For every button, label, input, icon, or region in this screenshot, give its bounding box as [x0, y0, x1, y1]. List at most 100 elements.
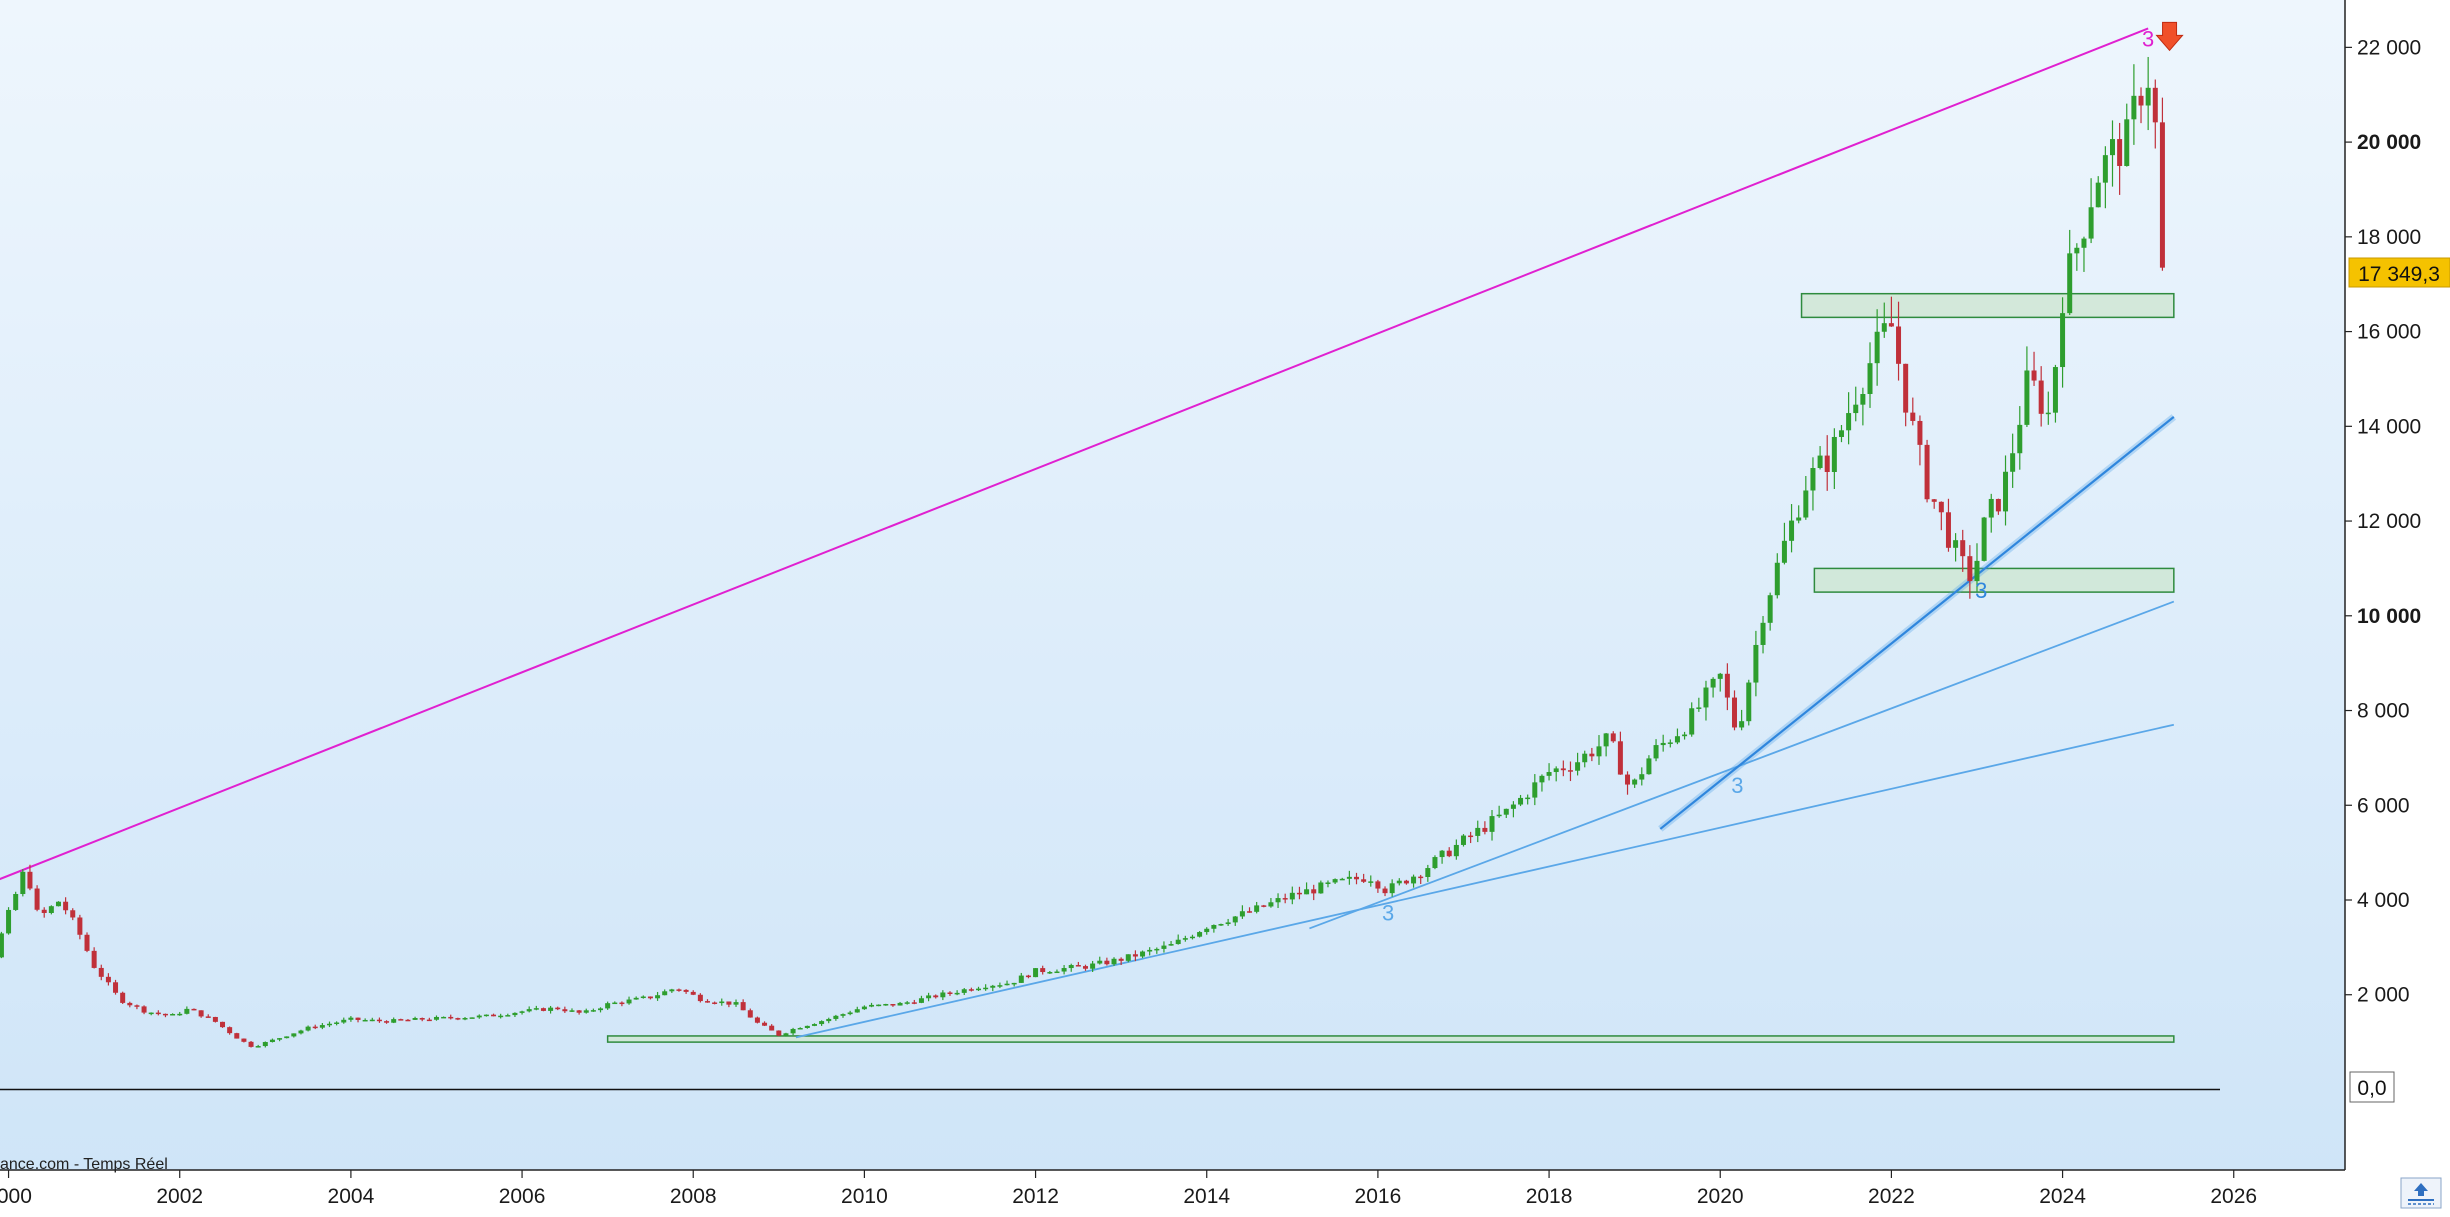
- candle-up: [277, 1038, 283, 1040]
- candle-up: [961, 989, 967, 993]
- candle-down: [98, 967, 104, 977]
- x-tick-label: 2012: [1012, 1185, 1059, 1208]
- candle-up: [1175, 939, 1181, 945]
- candle-up: [990, 985, 996, 988]
- candle-down: [419, 1018, 425, 1020]
- candle-up: [1639, 774, 1645, 780]
- candle-up: [605, 1003, 611, 1009]
- candle-up: [1004, 983, 1010, 986]
- candle-down: [426, 1019, 432, 1022]
- candle-up: [1653, 745, 1659, 759]
- candle-down: [1560, 768, 1566, 771]
- candle-down: [683, 989, 689, 992]
- candle-down: [911, 1002, 917, 1004]
- y-ticks-layer: 22 000 20 000 18 000 16 000 14 000 12 000 10 0…: [2345, 36, 2421, 1007]
- candle-up: [904, 1002, 910, 1004]
- zero-badge: [2349, 1071, 2395, 1103]
- candle-down: [63, 901, 69, 911]
- candle-down: [1025, 975, 1031, 978]
- candles-layer: [0, 56, 2165, 1048]
- annotations-layer: 3 3 3 3: [1382, 21, 2184, 926]
- candle-up: [1553, 768, 1559, 773]
- candle-down: [1903, 363, 1909, 413]
- candle-up: [1810, 468, 1816, 491]
- candle-down: [697, 994, 703, 1002]
- candle-down: [2031, 370, 2037, 381]
- candle-up: [1838, 430, 1844, 437]
- candle-down: [1567, 770, 1573, 772]
- zero-label: 0,0: [2357, 1077, 2386, 1100]
- candle-down: [1104, 960, 1110, 965]
- candle-up: [334, 1022, 340, 1024]
- resistance-pattern-label: 3: [2142, 26, 2154, 51]
- candle-up: [1154, 948, 1160, 951]
- candle-up: [1368, 881, 1374, 883]
- trend-pattern-label-2016: 3: [1382, 901, 1394, 926]
- candle-down: [1589, 753, 1595, 757]
- candle-up: [1532, 782, 1538, 798]
- candle-up: [1674, 736, 1680, 743]
- candle-up: [341, 1019, 347, 1023]
- candle-down: [405, 1019, 411, 1022]
- candle-up: [1539, 775, 1545, 783]
- candle-up: [1090, 963, 1096, 969]
- candle-up: [2081, 238, 2087, 248]
- candle-down: [34, 888, 40, 910]
- candle-up: [1789, 520, 1795, 541]
- candle-up: [826, 1018, 832, 1022]
- candle-down: [690, 991, 696, 995]
- y-tick-label: 8 000: [2357, 700, 2410, 723]
- candle-down: [134, 1005, 140, 1007]
- candle-up: [1596, 746, 1602, 757]
- y-tick-label: 12 000: [2357, 510, 2421, 533]
- candle-down: [312, 1026, 318, 1029]
- candle-down: [1482, 827, 1488, 832]
- candle-down: [227, 1027, 233, 1034]
- candle-up: [569, 1010, 575, 1012]
- candle-down: [1917, 420, 1923, 445]
- candle-up: [148, 1012, 154, 1015]
- candle-up: [469, 1017, 475, 1019]
- candle-up: [1289, 892, 1295, 900]
- y-tick-label: 22 000: [2357, 36, 2421, 59]
- trend-line: [1659, 415, 2175, 830]
- candle-up: [1646, 758, 1652, 775]
- candle-down: [1375, 881, 1381, 889]
- candle-down: [947, 992, 953, 994]
- candle-up: [1546, 772, 1552, 776]
- candle-up: [1981, 517, 1987, 561]
- candle-down: [248, 1041, 254, 1047]
- scroll-button[interactable]: [2400, 1177, 2442, 1209]
- candle-down: [1132, 954, 1138, 957]
- candle-up: [918, 998, 924, 1003]
- candle-up: [2067, 253, 2073, 314]
- y-tick-label: 4 000: [2357, 889, 2410, 912]
- candle-down: [1610, 733, 1616, 742]
- candle-up: [2095, 182, 2101, 208]
- candle-down: [1082, 966, 1088, 969]
- candle-up: [1439, 850, 1445, 858]
- candle-up: [1161, 945, 1167, 949]
- candle-up: [1575, 762, 1581, 771]
- last-price-badge: [2348, 257, 2450, 288]
- candle-up: [662, 991, 668, 996]
- candle-up: [1774, 562, 1780, 596]
- candle-down: [1361, 879, 1367, 882]
- candle-down: [762, 1022, 768, 1026]
- candle-up: [897, 1002, 903, 1006]
- candle-up: [626, 999, 632, 1004]
- x-tick-label: 2022: [1868, 1185, 1915, 1208]
- up-arrow-icon: [2408, 1183, 2434, 1205]
- candle-up: [291, 1033, 297, 1037]
- x-tick-label: 2024: [2039, 1185, 2086, 1208]
- candle-up: [1582, 753, 1588, 763]
- candle-down: [576, 1010, 582, 1013]
- candle-up: [505, 1015, 511, 1017]
- candle-up: [6, 909, 12, 934]
- candle-up: [1874, 331, 1880, 364]
- candle-down: [2152, 87, 2158, 123]
- candle-up: [655, 995, 661, 999]
- candle-up: [1682, 734, 1688, 737]
